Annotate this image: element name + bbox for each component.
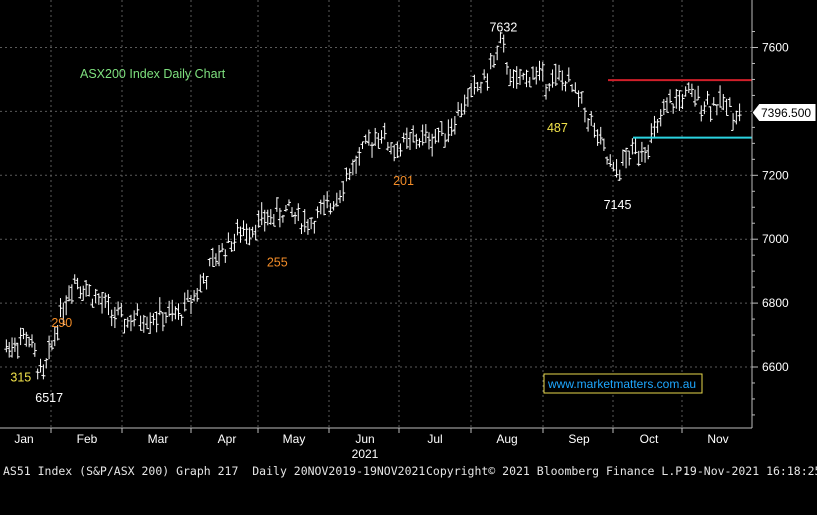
x-tick-label: Jan <box>14 432 33 446</box>
annotation-label: 487 <box>547 121 568 135</box>
year-label: 2021 <box>352 447 379 461</box>
y-tick-label: 7200 <box>762 168 789 182</box>
y-tick-label: 7000 <box>762 232 789 246</box>
price-tag: 7396.500 <box>751 103 817 123</box>
y-tick-label: 6800 <box>762 296 789 310</box>
x-tick-label: Apr <box>218 432 237 446</box>
annotations: 7632 315 6517 290 255 201 487 7145 <box>10 21 631 406</box>
annotation-label: 6517 <box>35 391 63 405</box>
annotation-label: 255 <box>267 255 288 269</box>
ohlc-bars <box>4 32 742 380</box>
gridlines <box>0 0 752 428</box>
price-tag-label: 7396.500 <box>761 106 811 120</box>
annotation-label: 201 <box>393 174 414 188</box>
footer-left: AS51 Index (S&P/ASX 200) Graph 217 Daily… <box>3 464 426 478</box>
watermark: www.marketmatters.com.au <box>543 373 703 394</box>
level-lines <box>608 79 752 139</box>
annotation-label: 7632 <box>489 21 517 35</box>
annotation-label: 315 <box>10 370 31 384</box>
y-axis: 660068007000720074007600 <box>751 0 789 428</box>
x-tick-label: May <box>283 432 306 446</box>
chart-title: ASX200 Index Daily Chart <box>80 67 226 81</box>
x-tick-label: Oct <box>640 432 659 446</box>
x-tick-label: Aug <box>496 432 517 446</box>
x-tick-label: Mar <box>148 432 169 446</box>
annotation-label: 290 <box>51 316 72 330</box>
x-tick-label: Jul <box>427 432 442 446</box>
x-tick-label: Feb <box>77 432 98 446</box>
x-axis: Jan Feb Mar Apr May Jun Jul Aug Sep Oct Nov 2021 <box>0 427 752 461</box>
footer-center: Copyright© 2021 Bloomberg Finance L.P. <box>426 464 690 478</box>
x-tick-label: Nov <box>707 432 728 446</box>
x-tick-label: Jun <box>355 432 374 446</box>
y-tick-label: 6600 <box>762 360 789 374</box>
watermark-text: www.marketmatters.com.au <box>547 377 696 391</box>
footer-right: 19-Nov-2021 16:18:25 <box>683 464 817 478</box>
chart: 660068007000720074007600 JanFebMarAprMay… <box>0 0 817 461</box>
footer-bar: AS51 Index (S&P/ASX 200) Graph 217 Daily… <box>0 459 817 481</box>
annotation-label: 7145 <box>604 198 632 212</box>
x-tick-label: Sep <box>568 432 590 446</box>
y-tick-label: 7600 <box>762 41 789 55</box>
